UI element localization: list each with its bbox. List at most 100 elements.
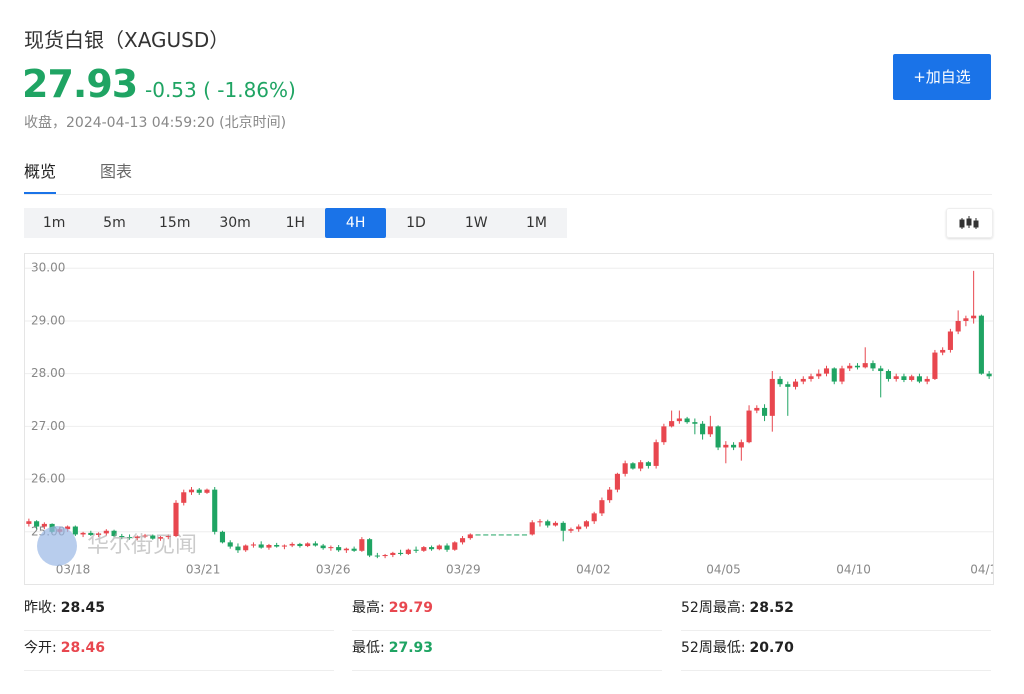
candle-body bbox=[506, 534, 512, 536]
candle-body bbox=[26, 521, 32, 524]
interval-button[interactable]: 1M bbox=[526, 215, 548, 231]
candle-body bbox=[126, 537, 133, 539]
candle-body bbox=[854, 365, 861, 368]
stat-label: 最高: bbox=[352, 600, 385, 616]
candle-body bbox=[227, 542, 233, 547]
y-tick-label: 29.00 bbox=[31, 313, 65, 327]
interval-button[interactable]: 5m bbox=[103, 215, 126, 231]
candle-body bbox=[204, 489, 210, 493]
candle-body bbox=[320, 545, 326, 549]
candle-body bbox=[157, 537, 164, 539]
candle-body bbox=[289, 543, 295, 546]
x-tick-label: 03/18 bbox=[56, 563, 91, 577]
tabs: 概览 图表 bbox=[24, 158, 176, 195]
interval-button[interactable]: 1H bbox=[285, 215, 306, 231]
interval-button[interactable]: 1W bbox=[464, 215, 488, 231]
candle-body bbox=[916, 376, 922, 382]
candle-body bbox=[816, 373, 822, 377]
candle-body bbox=[692, 422, 698, 424]
candle-body bbox=[552, 522, 559, 526]
candle-body bbox=[305, 543, 311, 547]
stat-value: 28.52 bbox=[749, 600, 794, 616]
interval-button[interactable]: 15m bbox=[159, 215, 191, 231]
candle-body bbox=[560, 522, 566, 531]
y-tick-label: 30.00 bbox=[31, 261, 65, 275]
interval-button[interactable]: 4H bbox=[325, 208, 386, 238]
interval-button[interactable]: 1D bbox=[406, 215, 426, 231]
candle-body bbox=[638, 462, 644, 469]
candle-body bbox=[398, 552, 404, 554]
last-price: 27.93 bbox=[22, 62, 138, 106]
tab[interactable]: 图表 bbox=[100, 162, 133, 181]
candle-body bbox=[676, 418, 682, 422]
candle-body bbox=[65, 526, 71, 530]
candle-body bbox=[258, 544, 264, 548]
x-tick-label: 04/05 bbox=[706, 563, 741, 577]
candle-body bbox=[831, 368, 837, 382]
watermark-logo bbox=[37, 526, 77, 566]
stat-label: 52周最低: bbox=[681, 640, 746, 656]
candle-body bbox=[80, 532, 86, 535]
tab[interactable]: 概览 bbox=[24, 158, 57, 195]
candle-body bbox=[963, 318, 969, 321]
candle-body bbox=[219, 531, 226, 543]
candle-body bbox=[839, 368, 845, 382]
candle-body bbox=[343, 548, 349, 551]
candle-body bbox=[746, 410, 752, 443]
candle-body bbox=[932, 352, 938, 379]
stat-label: 最低: bbox=[352, 640, 385, 656]
candle-body bbox=[607, 489, 613, 501]
candle-body bbox=[390, 552, 396, 556]
candle-body bbox=[583, 521, 589, 527]
candle-body bbox=[823, 368, 830, 374]
candle-body bbox=[165, 536, 171, 538]
candle-body bbox=[808, 376, 814, 379]
chart-type-button[interactable] bbox=[946, 208, 993, 238]
candle-body bbox=[901, 376, 907, 380]
candle-body bbox=[374, 555, 380, 557]
candle-body bbox=[738, 442, 744, 448]
candle-body bbox=[490, 534, 497, 536]
candle-body bbox=[700, 423, 706, 435]
candle-body bbox=[568, 529, 574, 531]
stat-label: 52周最高: bbox=[681, 600, 746, 616]
candle-body bbox=[243, 545, 249, 551]
y-tick-label: 26.00 bbox=[31, 472, 65, 486]
candle-body bbox=[111, 530, 117, 537]
candle-body bbox=[452, 542, 458, 550]
candle-body bbox=[707, 426, 713, 435]
candle-body bbox=[955, 320, 961, 332]
add-watchlist-button[interactable]: +加自选 bbox=[893, 54, 991, 100]
candle-body bbox=[274, 544, 280, 547]
interval-button[interactable]: 1m bbox=[42, 215, 66, 231]
interval-bar: 1m 5m 15m 30m 1H 4H 1D 1W 1M bbox=[24, 208, 567, 238]
stat-value: 28.45 bbox=[60, 600, 106, 616]
stat: 52周最高: 28.52 bbox=[681, 592, 991, 631]
candle-body bbox=[940, 349, 946, 353]
candle-body bbox=[188, 489, 195, 493]
watermark: 华尔街见闻 bbox=[87, 533, 197, 558]
candle-body bbox=[297, 543, 303, 547]
candle-body bbox=[785, 384, 791, 387]
candle-body bbox=[444, 545, 450, 550]
candle-body bbox=[281, 545, 287, 547]
candle-body bbox=[72, 526, 78, 535]
candle-body bbox=[467, 534, 473, 539]
candle-body bbox=[235, 546, 241, 551]
candle-body bbox=[847, 365, 853, 369]
stat-value: 28.46 bbox=[60, 640, 106, 656]
stat-label: 昨收: bbox=[24, 600, 57, 616]
candle-body bbox=[924, 378, 930, 382]
candle-body bbox=[761, 407, 768, 416]
interval-button[interactable]: 30m bbox=[219, 215, 251, 231]
candle-body bbox=[669, 421, 675, 427]
x-tick-label: 03/26 bbox=[316, 563, 351, 577]
candle-body bbox=[142, 535, 148, 537]
candle-body bbox=[614, 473, 620, 490]
candle-body bbox=[96, 533, 102, 535]
stat-value: 29.79 bbox=[388, 600, 434, 616]
candle-body bbox=[459, 538, 466, 543]
candle-body bbox=[119, 536, 125, 538]
candle-body bbox=[909, 376, 915, 380]
